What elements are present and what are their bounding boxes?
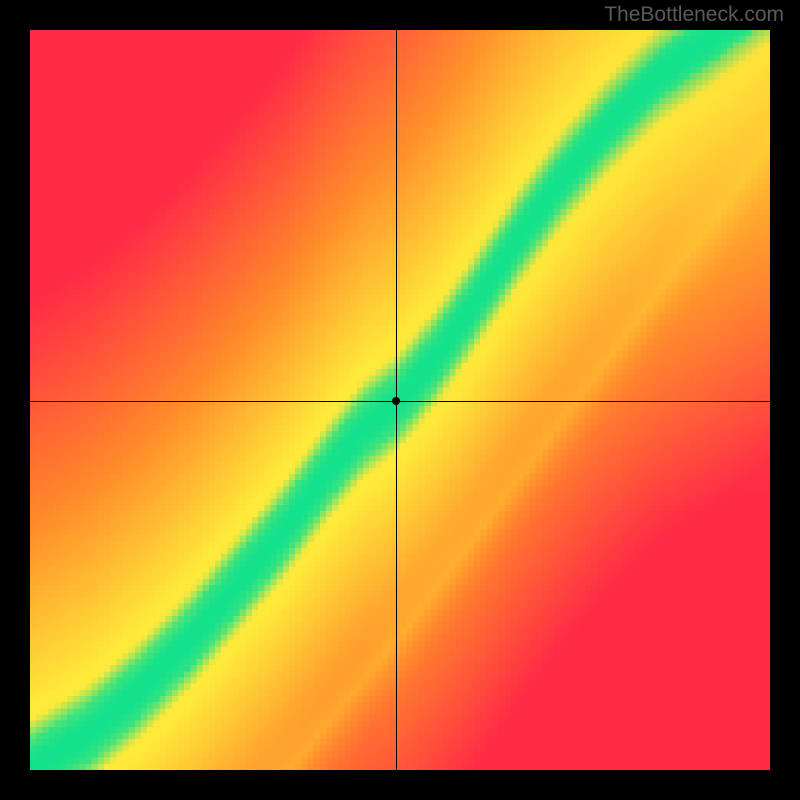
crosshair-dot bbox=[392, 397, 400, 405]
chart-container: TheBottleneck.com bbox=[0, 0, 800, 800]
watermark-text: TheBottleneck.com bbox=[604, 3, 784, 27]
heatmap-plot-area bbox=[30, 30, 770, 770]
